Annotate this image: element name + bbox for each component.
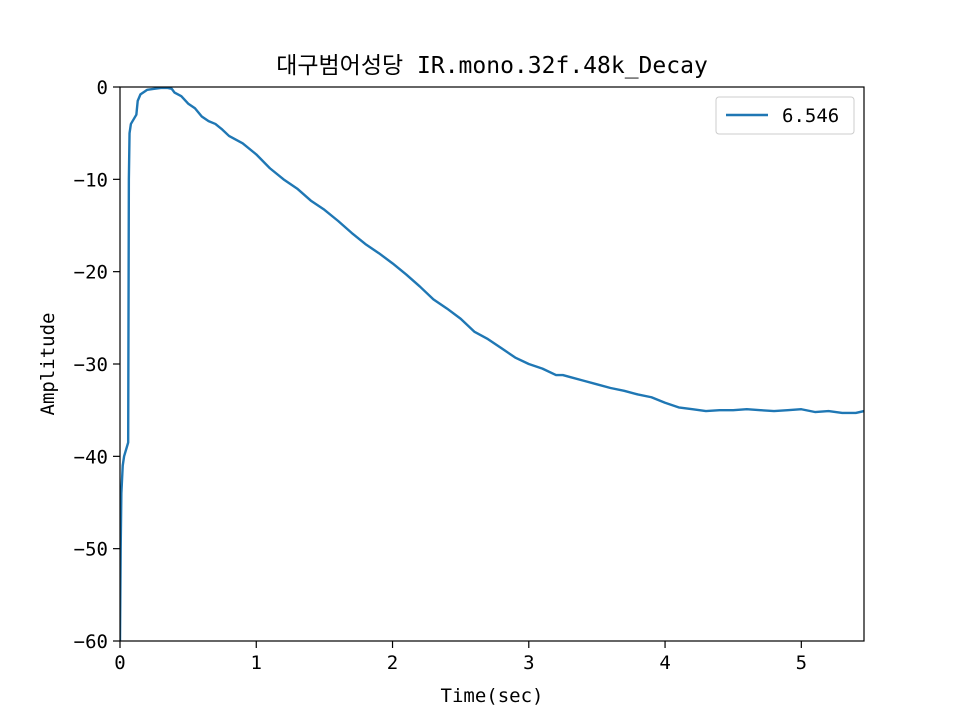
y-axis-label: Amplitude (37, 313, 59, 416)
x-tick-label: 3 (523, 652, 534, 674)
x-axis-ticks: 0 1 2 3 4 5 (114, 641, 807, 674)
y-tick-label: −20 (74, 262, 108, 284)
y-axis-ticks: 0 −10 −20 −30 −40 −50 −60 (74, 77, 120, 653)
chart-title: 대구범어성당 IR.mono.32f.48k_Decay (276, 53, 708, 79)
x-tick-label: 2 (387, 652, 398, 674)
y-tick-label: −60 (74, 631, 108, 653)
series-line (120, 87, 864, 641)
series-layer (120, 87, 864, 641)
x-tick-label: 5 (796, 652, 807, 674)
legend-entry-label: 6.546 (782, 105, 839, 127)
x-axis-label: Time(sec) (441, 685, 544, 707)
y-tick-label: 0 (97, 77, 108, 99)
y-tick-label: −30 (74, 354, 108, 376)
x-tick-label: 0 (114, 652, 125, 674)
legend-box (715, 96, 855, 135)
y-tick-label: −10 (74, 169, 108, 191)
x-tick-label: 4 (659, 652, 670, 674)
legend: 6.546 (715, 96, 855, 135)
y-tick-label: −50 (74, 539, 108, 561)
x-tick-label: 1 (251, 652, 262, 674)
y-tick-label: −40 (74, 446, 108, 468)
